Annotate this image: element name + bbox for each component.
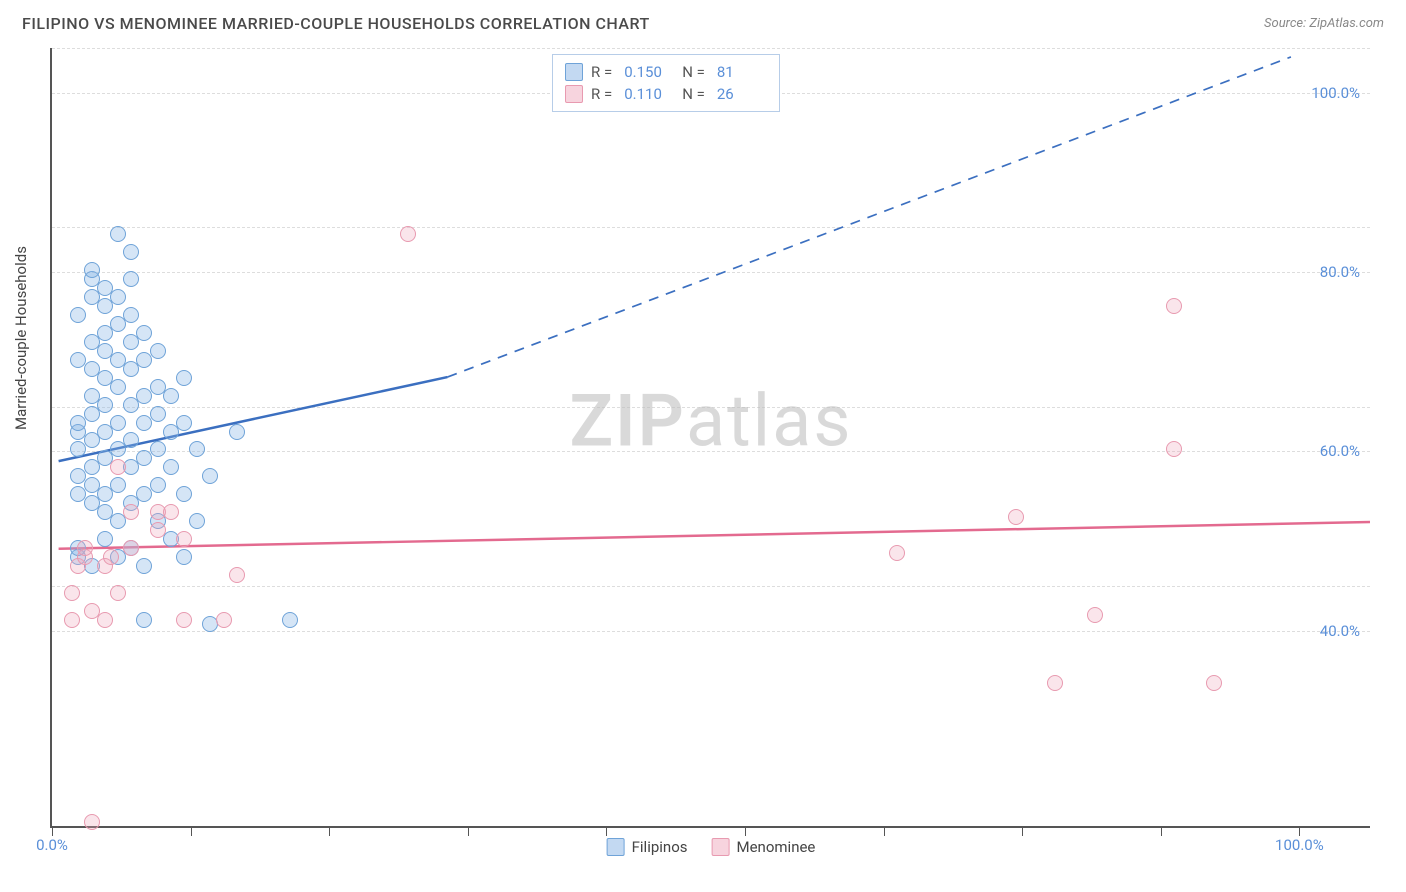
data-point — [216, 612, 232, 628]
x-tick-label: 0.0% — [36, 836, 68, 854]
data-point — [176, 531, 192, 547]
x-tick — [1161, 826, 1162, 836]
swatch-pink-icon — [565, 85, 583, 103]
x-tick — [329, 826, 330, 836]
data-point — [150, 522, 166, 538]
r-value-filipinos: 0.150 — [624, 63, 674, 81]
y-tick-label: 100.0% — [1311, 84, 1360, 102]
trend-lines — [52, 48, 1370, 826]
n-value-filipinos: 81 — [717, 63, 767, 81]
chart-title: FILIPINO VS MENOMINEE MARRIED-COUPLE HOU… — [22, 14, 650, 33]
gridline — [52, 586, 1370, 587]
data-point — [70, 307, 86, 323]
data-point — [1008, 509, 1024, 525]
gridline — [52, 48, 1370, 49]
gridline — [52, 407, 1370, 408]
data-point — [103, 549, 119, 565]
correlation-legend: R = 0.150 N = 81 R = 0.110 N = 26 — [552, 54, 780, 112]
x-tick — [606, 826, 607, 836]
data-point — [176, 486, 192, 502]
data-point — [136, 325, 152, 341]
data-point — [97, 397, 113, 413]
data-point — [123, 504, 139, 520]
data-point — [64, 585, 80, 601]
data-point — [1166, 298, 1182, 314]
y-tick-label: 80.0% — [1320, 263, 1360, 281]
data-point — [123, 307, 139, 323]
swatch-blue-icon — [565, 63, 583, 81]
x-tick — [52, 826, 53, 836]
data-point — [150, 441, 166, 457]
data-point — [84, 814, 100, 830]
n-value-menominee: 26 — [717, 85, 767, 103]
data-point — [123, 244, 139, 260]
data-point — [202, 468, 218, 484]
data-point — [176, 415, 192, 431]
r-value-menominee: 0.110 — [624, 85, 674, 103]
source-attribution: Source: ZipAtlas.com — [1264, 16, 1384, 31]
data-point — [400, 226, 416, 242]
legend-item-menominee: Menominee — [712, 838, 816, 856]
legend-item-filipinos: Filipinos — [607, 838, 688, 856]
data-point — [136, 558, 152, 574]
x-tick-label: 100.0% — [1275, 836, 1324, 854]
data-point — [110, 379, 126, 395]
data-point — [136, 612, 152, 628]
data-point — [123, 432, 139, 448]
data-point — [64, 612, 80, 628]
data-point — [889, 545, 905, 561]
data-point — [110, 459, 126, 475]
y-axis-label: Married-couple Households — [12, 246, 30, 430]
data-point — [110, 415, 126, 431]
data-point — [176, 549, 192, 565]
legend-row-menominee: R = 0.110 N = 26 — [565, 83, 767, 105]
swatch-pink-icon — [712, 838, 730, 856]
x-tick — [745, 826, 746, 836]
data-point — [1206, 675, 1222, 691]
data-point — [110, 289, 126, 305]
data-point — [176, 370, 192, 386]
data-point — [1087, 607, 1103, 623]
gridline — [52, 631, 1370, 632]
gridline — [52, 272, 1370, 273]
chart-plot-area: 40.0%60.0%80.0%100.0% 0.0%100.0% ZIPatla… — [50, 48, 1370, 828]
data-point — [1166, 441, 1182, 457]
data-point — [189, 513, 205, 529]
data-point — [189, 441, 205, 457]
series-legend: Filipinos Menominee — [607, 838, 816, 856]
data-point — [150, 406, 166, 422]
data-point — [77, 540, 93, 556]
data-point — [110, 226, 126, 242]
data-point — [97, 612, 113, 628]
data-point — [229, 567, 245, 583]
data-point — [123, 540, 139, 556]
x-tick — [191, 826, 192, 836]
data-point — [282, 612, 298, 628]
x-tick — [1299, 826, 1300, 836]
y-tick-label: 60.0% — [1320, 442, 1360, 460]
x-tick — [884, 826, 885, 836]
data-point — [176, 612, 192, 628]
data-point — [97, 531, 113, 547]
data-point — [123, 271, 139, 287]
swatch-blue-icon — [607, 838, 625, 856]
data-point — [150, 477, 166, 493]
data-point — [1047, 675, 1063, 691]
data-point — [163, 504, 179, 520]
data-point — [110, 585, 126, 601]
data-point — [150, 343, 166, 359]
data-point — [110, 477, 126, 493]
data-point — [84, 262, 100, 278]
x-tick — [468, 826, 469, 836]
gridline — [52, 227, 1370, 228]
data-point — [163, 459, 179, 475]
data-point — [163, 388, 179, 404]
x-tick — [1022, 826, 1023, 836]
legend-row-filipinos: R = 0.150 N = 81 — [565, 61, 767, 83]
y-tick-label: 40.0% — [1320, 622, 1360, 640]
data-point — [229, 424, 245, 440]
